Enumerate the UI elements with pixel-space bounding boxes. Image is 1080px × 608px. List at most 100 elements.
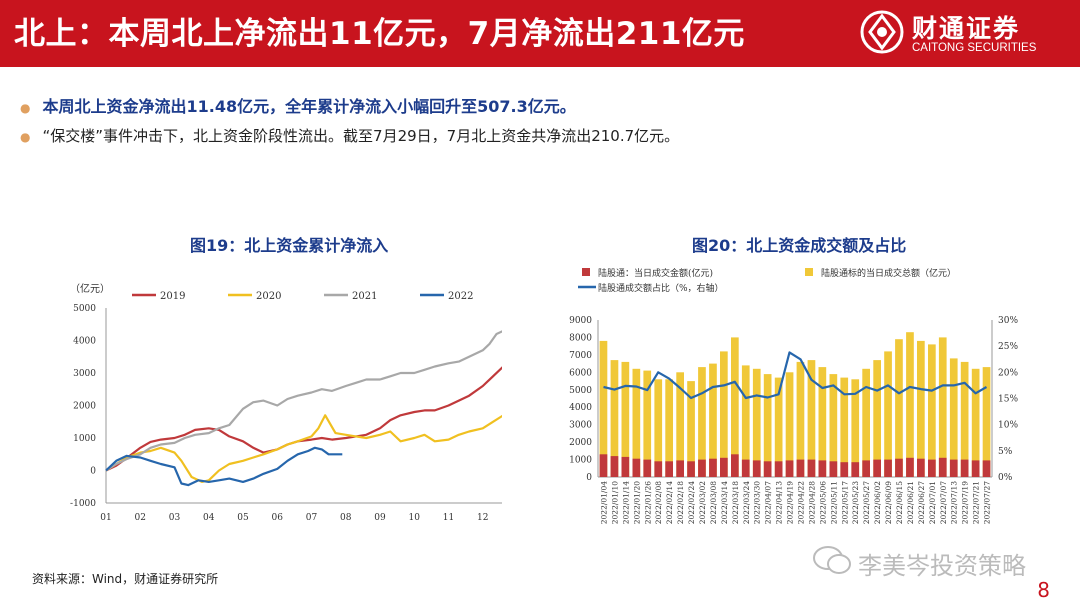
y-tick-label: 4000 [569,403,592,413]
series-line-2022 [105,446,343,487]
series-line-2021 [105,330,502,472]
x-tick-label: 2022/01/14 [621,481,630,524]
x-tick-label: 02 [135,513,146,523]
y-tick-label: 4000 [73,337,96,347]
x-tick-label: 2022/06/15 [895,481,904,524]
x-tick-label: 2022/04/22 [796,481,805,524]
x-tick-label: 2022/05/27 [862,481,871,524]
bar-total-turnover [960,361,969,477]
chart-20-title: 图20：北上资金成交额及占比 [692,236,907,255]
wechat-icon [813,546,851,574]
bar-total-turnover [851,379,860,477]
bar-northbound-turnover [873,459,881,477]
x-tick-label: 04 [203,513,215,523]
bar-northbound-turnover [785,460,794,477]
y-tick-label: 6000 [569,368,592,378]
bar-northbound-turnover [709,458,717,477]
y-tick-label: 0 [90,467,96,477]
x-tick-label: 2022/06/09 [884,481,893,524]
chart-19-title: 图19：北上资金累计净流入 [190,236,389,255]
bullet-1-text: 本周北上资金净流出11.48亿元，全年累计净流入小幅回升至507.3亿元。 [42,97,576,116]
bar-northbound-turnover [720,457,728,477]
x-tick-label: 2022/06/21 [906,481,915,524]
y-tick-label: 1000 [73,434,96,444]
legend-label-2022: 2022 [448,291,473,302]
bar-total-turnover [938,337,947,477]
x-tick-label: 2022/03/18 [731,481,740,524]
bar-northbound-turnover [610,456,619,477]
bar-total-turnover [720,351,728,477]
x-tick-label: 01 [100,513,111,523]
bar-northbound-turnover [687,461,695,477]
legend-swatch-bar [805,268,813,276]
legend-label: 陆股通：当日成交金额(亿元) [598,267,713,279]
watermark: 李美岑投资策略 [812,540,1062,580]
bar-northbound-turnover [621,456,630,477]
x-tick-label: 2022/01/10 [610,481,619,524]
x-tick-label: 2022/01/04 [599,481,608,524]
legend-label: 陆股通成交额占比（%，右轴） [598,282,724,294]
series-line-2020 [105,414,502,483]
bar-total-turnover [895,339,903,477]
series-line-2019 [105,366,502,472]
bar-northbound-turnover [698,459,706,477]
y-tick-label: 5000 [569,386,592,396]
bar-northbound-turnover [796,459,805,477]
bar-northbound-turnover [928,459,936,477]
bar-northbound-turnover [840,462,849,477]
bar-northbound-turnover [862,460,870,477]
x-tick-label: 2022/07/13 [950,481,959,524]
x-tick-label: 2022/05/17 [840,481,849,524]
y-tick-label: 0 [586,473,592,483]
x-tick-label: 2022/05/23 [851,481,860,524]
x-tick-label: 2022/05/11 [829,481,838,524]
x-tick-label: 2022/04/28 [807,481,816,524]
bar-total-turnover [741,365,750,477]
y-tick-label: 2000 [73,402,96,412]
bar-total-turnover [928,344,936,477]
bar-total-turnover [949,358,958,477]
bullet-2: ● “保交楼”事件冲击下，北上资金阶段性流出。截至7月29日，7月北上资金共净流出… [20,125,679,146]
bar-total-turnover [632,368,641,477]
bar-total-turnover [818,367,827,477]
x-tick-label: 2022/03/24 [742,481,751,524]
source-note: 资料来源：Wind，财通证券研究所 [32,572,219,586]
y2-tick-label: 30% [998,316,1018,326]
y2-tick-label: 5% [998,447,1013,457]
x-tick-label: 2022/04/19 [786,481,795,524]
bar-northbound-turnover [949,459,958,477]
bar-total-turnover [906,332,914,477]
bar-total-turnover [698,367,706,477]
bar-northbound-turnover [599,454,608,477]
y2-tick-label: 10% [998,421,1018,431]
logo-mark-icon [860,10,904,54]
page-number: 8 [1037,578,1050,602]
y-tick-label: 3000 [569,421,592,431]
bar-total-turnover [709,363,717,477]
x-tick-label: 2022/02/14 [665,481,674,524]
bar-total-turnover [829,374,838,477]
y-tick-label: 2000 [569,438,592,448]
bar-northbound-turnover [938,457,947,477]
bullet-1: ● 本周北上资金净流出11.48亿元，全年累计净流入小幅回升至507.3亿元。 [20,93,576,117]
x-tick-label: 2022/01/26 [643,481,652,524]
bar-northbound-turnover [906,457,914,477]
y2-tick-label: 25% [998,342,1018,352]
bar-northbound-turnover [829,461,838,477]
y2-tick-label: 20% [998,368,1018,378]
x-tick-label: 2022/02/18 [676,481,685,524]
legend-label-2021: 2021 [352,291,377,302]
bar-total-turnover [982,367,991,477]
bullet-dot-icon: ● [20,101,31,115]
logo-name-cn: 财通证券 [912,14,1021,43]
x-tick-label: 2022/06/02 [873,481,882,524]
y-tick-label: 3000 [73,369,96,379]
legend-label: 陆股通标的当日成交总额（亿元） [821,267,956,279]
y-tick-label: -1000 [70,499,96,509]
x-tick-label: 2022/03/14 [720,481,729,524]
x-tick-label: 2022/07/01 [928,481,937,524]
x-tick-label: 2022/03/30 [753,481,762,524]
bar-northbound-turnover [654,461,663,477]
x-tick-label: 2022/02/08 [654,481,663,524]
company-logo: 财通证券 CAITONG SECURITIES [860,8,1060,60]
